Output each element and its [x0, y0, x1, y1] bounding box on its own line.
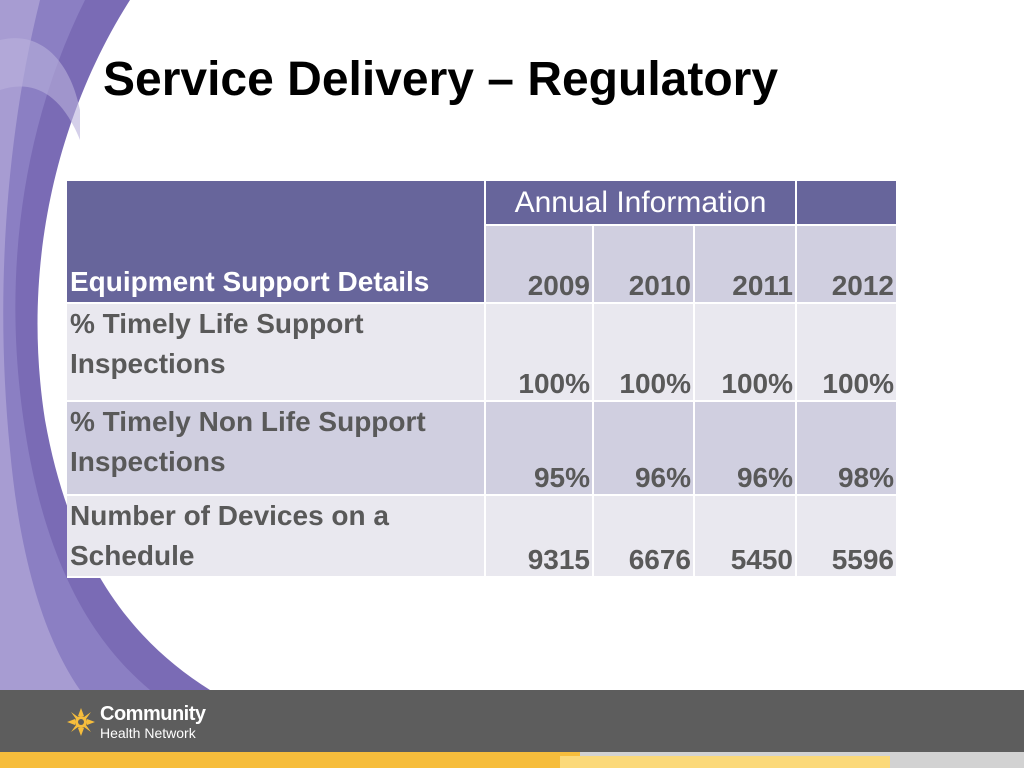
year-header: 2010	[594, 226, 695, 304]
years-row: 2009 2010 2011 2012	[67, 226, 896, 304]
table-cell: 100%	[797, 304, 896, 402]
table-cell: 6676	[594, 496, 695, 578]
table-cell: 96%	[594, 402, 695, 496]
year-header: 2009	[486, 226, 594, 304]
sunburst-icon	[67, 708, 95, 736]
table-cell: 96%	[695, 402, 797, 496]
table-cell: 100%	[695, 304, 797, 402]
table-row: % Timely Life Support Inspections 100% 1…	[67, 304, 896, 402]
logo-line2: Health Network	[100, 725, 196, 741]
slide-title: Service Delivery – Regulatory	[103, 53, 779, 106]
year-header: 2012	[797, 226, 896, 304]
table-cell: 98%	[797, 402, 896, 496]
table-cell: 9315	[486, 496, 594, 578]
table-header-row: Equipment Support Details Annual Informa…	[67, 181, 896, 304]
table-cell: 5450	[695, 496, 797, 578]
table-cell: 100%	[594, 304, 695, 402]
group-header-blank	[797, 181, 896, 226]
accent-stripe-light	[560, 756, 890, 768]
table-row: % Timely Non Life Support Inspections 95…	[67, 402, 896, 496]
row-label: Number of Devices on a Schedule	[67, 496, 486, 578]
accent-stripe	[0, 752, 580, 768]
row-header-label: Equipment Support Details	[67, 181, 486, 304]
group-header: Annual Information	[486, 181, 797, 226]
table-row: Number of Devices on a Schedule 9315 667…	[67, 496, 896, 578]
row-label: % Timely Non Life Support Inspections	[67, 402, 486, 496]
logo-line1: Community	[100, 703, 206, 725]
table-cell: 95%	[486, 402, 594, 496]
row-label: % Timely Life Support Inspections	[67, 304, 486, 402]
community-health-network-logo: Community Health Network	[66, 698, 206, 746]
logo-text: Community Health Network	[100, 703, 206, 741]
footer-bar	[0, 690, 1024, 752]
equipment-support-table: Equipment Support Details Annual Informa…	[67, 181, 896, 578]
table-cell: 5596	[797, 496, 896, 578]
year-header: 2011	[695, 226, 797, 304]
table-cell: 100%	[486, 304, 594, 402]
